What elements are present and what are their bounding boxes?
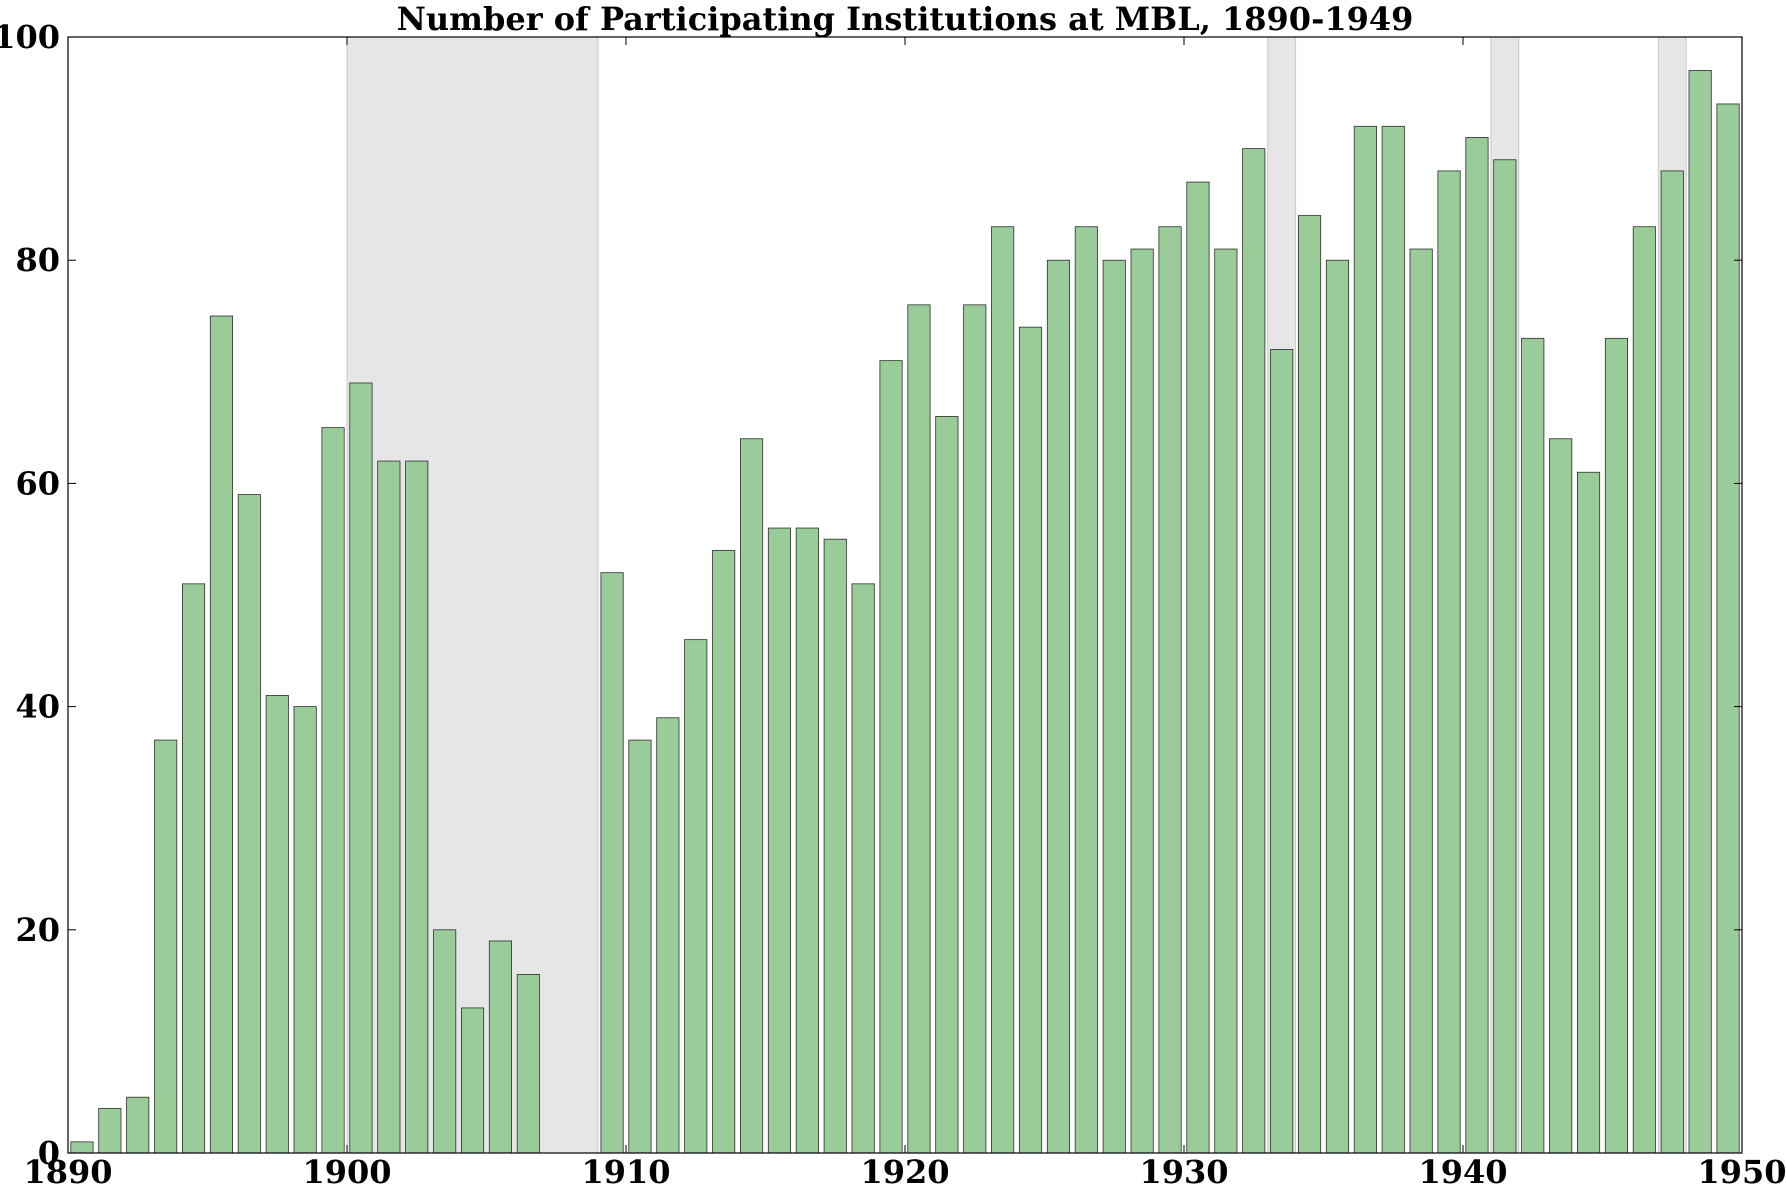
x-tick-label-1920: 1920 <box>860 1153 949 1191</box>
bar-1898 <box>293 706 317 1154</box>
bar-1930 <box>1186 181 1210 1154</box>
bar-1919 <box>879 360 903 1154</box>
bar-1935 <box>1325 259 1350 1154</box>
bar-1945 <box>1604 337 1629 1154</box>
bar-1894 <box>181 583 206 1154</box>
bar-1934 <box>1297 215 1322 1154</box>
bar-1906 <box>516 974 540 1154</box>
y-tick-label-80: 80 <box>15 241 60 279</box>
x-tick-label-1950: 1950 <box>1697 1153 1786 1191</box>
x-tick-label-1890: 1890 <box>23 1153 112 1191</box>
y-tick-label-60: 60 <box>15 464 60 502</box>
bar-1921 <box>935 416 959 1154</box>
bar-1911 <box>656 717 680 1154</box>
bar-1902 <box>405 460 429 1154</box>
bar-1899 <box>321 427 345 1154</box>
bar-1928 <box>1130 248 1154 1154</box>
bar-1938 <box>1409 248 1433 1154</box>
y-tick-label-100: 100 <box>0 18 60 56</box>
bar-1895 <box>209 315 234 1154</box>
bar-1900 <box>349 382 373 1154</box>
bar-1936 <box>1353 125 1377 1154</box>
bar-1931 <box>1214 248 1238 1154</box>
bar-1914 <box>739 438 764 1154</box>
bar-1913 <box>712 549 736 1154</box>
bar-1905 <box>488 940 513 1154</box>
chart-title: Number of Participating Institutions at … <box>397 0 1414 38</box>
x-tick-label-1910: 1910 <box>581 1153 670 1191</box>
y-tick-label-40: 40 <box>15 688 60 726</box>
bar-1932 <box>1242 148 1266 1154</box>
bar-1890 <box>70 1141 94 1154</box>
bar-1910 <box>628 739 652 1154</box>
bar-1929 <box>1158 226 1182 1154</box>
bar-1946 <box>1632 226 1656 1154</box>
bar-1920 <box>907 304 931 1154</box>
bar-1927 <box>1102 259 1126 1154</box>
bar-1949 <box>1716 103 1740 1154</box>
bar-1901 <box>377 460 401 1154</box>
bar-1924 <box>1018 326 1043 1154</box>
x-tick-label-1900: 1900 <box>302 1153 391 1191</box>
bar-1909 <box>600 572 624 1154</box>
bar-1904 <box>460 1007 485 1154</box>
bar-1933 <box>1270 349 1294 1154</box>
y-tick-label-20: 20 <box>15 911 60 949</box>
bar-1923 <box>991 226 1015 1154</box>
bar-1891 <box>98 1107 122 1154</box>
bar-1937 <box>1381 125 1405 1154</box>
bar-1939 <box>1437 170 1461 1154</box>
bar-1897 <box>265 695 289 1154</box>
bar-1947 <box>1660 170 1684 1154</box>
bar-1943 <box>1549 438 1573 1154</box>
bar-1918 <box>851 583 875 1154</box>
x-tick-label-1940: 1940 <box>1418 1153 1507 1191</box>
bar-1922 <box>963 304 987 1154</box>
bar-1917 <box>823 538 847 1154</box>
bars <box>70 70 1740 1154</box>
bar-1925 <box>1046 259 1071 1154</box>
bar-1892 <box>126 1096 150 1154</box>
ticks: 1890 1900 1910 1920 1930 1940 1950 0 20 40 60 80 100 <box>0 18 1786 1191</box>
x-tick-label-1930: 1930 <box>1139 1153 1228 1191</box>
bar-1942 <box>1521 337 1545 1154</box>
bar-1916 <box>795 527 819 1154</box>
bar-1896 <box>237 494 261 1154</box>
bar-1940 <box>1465 137 1489 1154</box>
bar-1941 <box>1493 159 1517 1154</box>
bar-1948 <box>1688 70 1712 1154</box>
y-tick-label-0: 0 <box>38 1134 60 1172</box>
bar-1893 <box>154 739 178 1154</box>
bar-1915 <box>767 527 792 1154</box>
bar-1926 <box>1074 226 1098 1154</box>
bar-1944 <box>1576 471 1601 1154</box>
bar-1903 <box>433 929 457 1154</box>
bar-1912 <box>684 639 708 1154</box>
